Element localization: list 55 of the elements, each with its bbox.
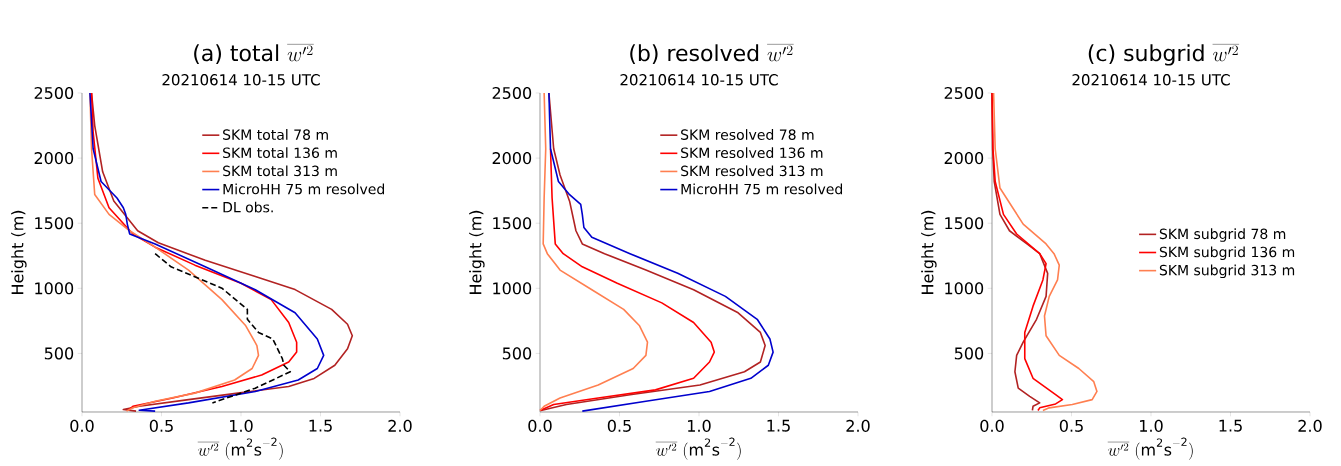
y-tick-label: 500 — [44, 347, 74, 360]
x-tick-label: 0.5 — [149, 419, 173, 432]
legend-label: SKM total 136 m — [223, 147, 337, 159]
line-series — [154, 252, 292, 404]
x-tick-label: 1.0 — [688, 419, 711, 432]
y-axis-title: Height (m) — [469, 210, 485, 294]
chart-subtitle: 20210614 10-15 UTC — [1072, 74, 1230, 86]
y-axis-title: Height (m) — [921, 210, 937, 294]
legend-label: SKM total 313 m — [223, 165, 337, 177]
x-tick-label: 0.5 — [1059, 419, 1083, 432]
x-tick-label: 0.0 — [980, 419, 1004, 432]
x-tick-label: 0.0 — [70, 419, 94, 432]
y-tick-label: 1000 — [945, 282, 984, 295]
y-tick-label: 1000 — [493, 282, 532, 295]
legend-label: SKM subgrid 78 m — [1159, 228, 1286, 242]
chart-subtitle: 20210614 10-15 UTC — [620, 74, 778, 86]
x-axis-title: $\overline{w'^2}\ (\mathrm{m^2 s^{-2}})$ — [1107, 437, 1193, 460]
y-tick-label: 1500 — [945, 217, 984, 230]
x-tick-label: 0.5 — [607, 419, 631, 432]
legend-label: MicroHH 75 m resolved — [681, 183, 843, 195]
chart-title: $\mbox{(a) total }\overline{w'^2}$ — [194, 44, 314, 64]
chart-title: $\mbox{(c) subgrid }\overline{w'^2}$ — [1088, 44, 1240, 66]
x-tick-label: 1.0 — [1140, 419, 1163, 432]
y-tick-label: 2500 — [34, 86, 74, 100]
y-tick-label: 1500 — [493, 217, 532, 230]
legend-label: DL obs. — [223, 201, 273, 213]
y-tick-label: 1500 — [35, 217, 74, 230]
y-tick-label: 2000 — [944, 152, 984, 165]
legend-label: SKM resolved 313 m — [681, 165, 823, 177]
y-axis-title: Height (m) — [11, 210, 27, 294]
legend-label: SKM resolved 136 m — [681, 147, 823, 159]
chart-title: $\mbox{(b) resolved }\overline{w'^2}$ — [630, 44, 794, 64]
legend-label: SKM total 78 m — [223, 129, 328, 140]
legend-label: SKM subgrid 136 m — [1159, 246, 1295, 260]
y-tick-label: 2500 — [492, 86, 532, 100]
legend-label: SKM resolved 78 m — [681, 129, 814, 140]
legend-label: MicroHH 75 m resolved — [223, 183, 384, 195]
x-tick-label: 2.0 — [846, 419, 870, 432]
x-tick-label: 1.5 — [767, 419, 790, 432]
y-tick-label: 2000 — [492, 152, 532, 165]
legend-label: SKM subgrid 313 m — [1159, 264, 1295, 279]
x-tick-label: 1.5 — [309, 419, 332, 432]
x-tick-label: 2.0 — [388, 419, 412, 432]
y-tick-label: 500 — [954, 347, 984, 360]
y-tick-label: 500 — [502, 347, 532, 360]
y-tick-label: 2500 — [944, 86, 984, 100]
x-tick-label: 1.5 — [1219, 419, 1242, 432]
x-tick-label: 1.0 — [230, 419, 253, 432]
x-axis-title: $\overline{w'^2}\ (\mathrm{m^2 s^{-2}})$ — [197, 437, 283, 460]
y-tick-label: 1000 — [35, 282, 74, 295]
x-axis-title: $\overline{w'^2}\ (\mathrm{m^2 s^{-2}})$ — [655, 437, 741, 460]
x-tick-label: 2.0 — [1298, 419, 1322, 432]
chart-subtitle: 20210614 10-15 UTC — [162, 74, 320, 86]
x-tick-label: 0.0 — [528, 419, 552, 432]
y-tick-label: 2000 — [34, 152, 74, 165]
